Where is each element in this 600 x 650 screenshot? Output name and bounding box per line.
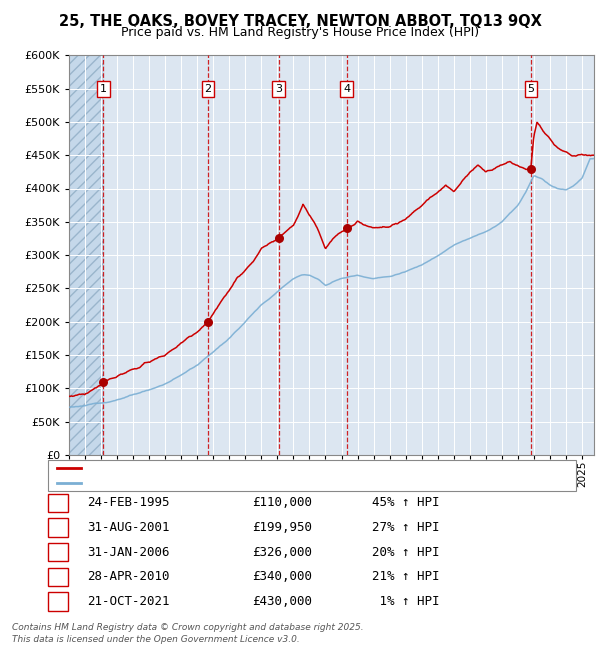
Text: 31-JAN-2006: 31-JAN-2006: [87, 545, 170, 558]
Text: 31-AUG-2001: 31-AUG-2001: [87, 521, 170, 534]
Text: HPI: Average price, detached house, Teignbridge: HPI: Average price, detached house, Teig…: [84, 478, 338, 488]
Text: 28-APR-2010: 28-APR-2010: [87, 570, 170, 583]
Text: 5: 5: [527, 84, 535, 94]
Text: 20% ↑ HPI: 20% ↑ HPI: [372, 545, 439, 558]
Text: 25, THE OAKS, BOVEY TRACEY, NEWTON ABBOT, TQ13 9QX (detached house): 25, THE OAKS, BOVEY TRACEY, NEWTON ABBOT…: [84, 463, 488, 473]
Text: 24-FEB-1995: 24-FEB-1995: [87, 496, 170, 509]
Text: 5: 5: [54, 595, 62, 608]
Bar: [69, 55, 103, 455]
Text: 3: 3: [54, 545, 62, 558]
Text: Price paid vs. HM Land Registry's House Price Index (HPI): Price paid vs. HM Land Registry's House …: [121, 26, 479, 39]
Text: 1% ↑ HPI: 1% ↑ HPI: [372, 595, 439, 608]
Text: 1: 1: [54, 496, 62, 509]
Text: 3: 3: [275, 84, 282, 94]
Text: 1: 1: [100, 84, 107, 94]
Text: 21% ↑ HPI: 21% ↑ HPI: [372, 570, 439, 583]
Text: Contains HM Land Registry data © Crown copyright and database right 2025.: Contains HM Land Registry data © Crown c…: [12, 623, 364, 632]
Text: 45% ↑ HPI: 45% ↑ HPI: [372, 496, 439, 509]
Text: 4: 4: [54, 570, 62, 583]
Text: £199,950: £199,950: [252, 521, 312, 534]
Text: 2: 2: [205, 84, 212, 94]
Text: 27% ↑ HPI: 27% ↑ HPI: [372, 521, 439, 534]
Text: £110,000: £110,000: [252, 496, 312, 509]
Text: 2: 2: [54, 521, 62, 534]
Text: £326,000: £326,000: [252, 545, 312, 558]
Text: £340,000: £340,000: [252, 570, 312, 583]
Text: 21-OCT-2021: 21-OCT-2021: [87, 595, 170, 608]
Text: 4: 4: [343, 84, 350, 94]
Text: £430,000: £430,000: [252, 595, 312, 608]
Text: This data is licensed under the Open Government Licence v3.0.: This data is licensed under the Open Gov…: [12, 634, 300, 644]
Bar: [69, 55, 103, 455]
Text: 25, THE OAKS, BOVEY TRACEY, NEWTON ABBOT, TQ13 9QX: 25, THE OAKS, BOVEY TRACEY, NEWTON ABBOT…: [59, 14, 541, 29]
